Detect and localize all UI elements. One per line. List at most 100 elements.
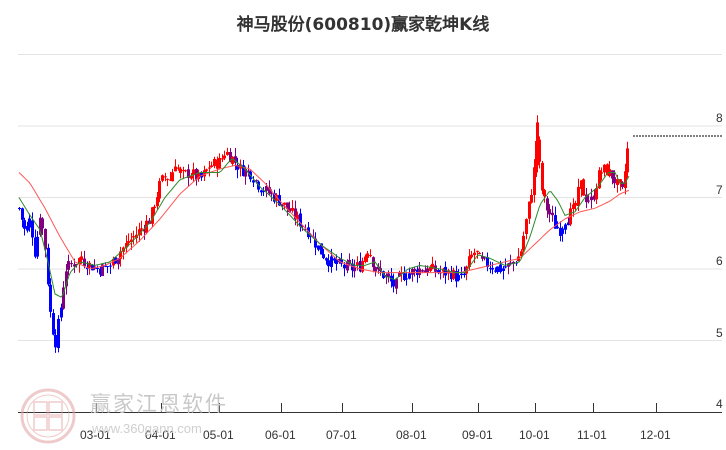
candle-body [491,267,494,270]
candle-body [335,259,338,265]
candle-body [143,228,146,232]
candle-body [522,235,525,251]
candle-body [494,270,497,272]
candle-body [421,270,424,272]
candle-body [525,219,528,235]
candle-body [468,256,471,267]
candle-body [567,222,570,226]
candle-body [65,271,68,287]
y-tick-label: 6 [716,254,723,268]
candle-body [41,218,44,229]
candle-body [161,175,164,181]
candle-body [551,212,554,216]
candle-body [60,307,63,318]
candle-body [317,245,320,250]
candle-body [595,188,598,200]
candle-body [606,164,609,175]
y-tick-label: 5 [716,325,723,340]
watermark-text: 赢家江恩软件 [90,392,228,416]
candle-body [473,252,476,256]
candle-body [585,194,588,203]
candle-body [140,228,143,230]
candle-body [559,227,562,236]
candle-body [210,165,213,168]
x-tick-label: 06-01 [265,428,296,442]
candle-body [153,206,156,209]
candle-body [361,260,364,272]
candle-body [286,202,289,210]
candle-body [177,167,180,169]
candle-body [556,226,559,229]
candle-body [437,270,440,273]
candle-body [413,268,416,272]
candle-body [502,268,505,271]
candle-body [132,236,135,238]
candle-body [348,259,351,265]
candle-body [369,255,372,257]
candle-body [333,258,336,261]
x-tick-label: 08-01 [396,428,427,442]
candle-body [619,179,622,184]
candle-body [364,256,367,262]
candle-body [538,139,541,162]
candle-body [327,260,330,267]
candle-body [75,263,78,265]
candle-body [424,270,427,273]
candle-body [593,195,596,200]
candle-body [101,264,104,277]
candle-body [44,228,47,250]
candle-body [359,260,362,272]
candle-body [353,266,356,272]
candle-body [166,178,169,180]
candle-body [130,239,133,242]
candle-body [195,168,198,180]
candle-body [564,224,567,230]
candle-body [281,204,284,207]
candle-body [221,158,224,160]
x-tick-label: 10-01 [519,428,550,442]
candle-body [489,268,492,270]
candle-body [260,190,263,193]
candle-body [356,262,359,266]
candle-body [36,236,39,257]
candle-body [301,225,304,228]
candle-body [57,318,60,349]
candle-body [536,122,539,166]
candle-body [429,266,432,271]
candle-body [343,264,346,269]
candle-body [265,186,268,191]
candle-body [184,170,187,172]
candle-body [374,267,377,272]
candle-body [587,200,590,202]
candle-body [169,179,172,181]
y-tick-label: 7 [716,182,723,197]
candle-body [320,243,323,255]
candle-body [216,159,219,169]
candle-body [28,218,31,228]
y-tick-label: 8 [716,111,723,125]
candle-body [580,180,583,189]
candle-body [611,170,614,179]
candle-body [242,165,245,177]
candle-body [294,208,297,220]
candle-body [268,187,271,194]
candle-body [158,181,161,199]
candle-body [187,169,190,178]
candle-body [603,164,606,173]
candle-body [398,273,401,277]
candle-body [70,263,73,265]
candle-body [275,194,278,201]
candle-body [403,273,406,280]
candle-body [226,151,229,155]
candle-body [346,261,349,271]
candle-body [151,207,154,224]
candle-body [444,266,447,276]
candle-body [463,273,466,276]
candle-body [405,278,408,280]
candle-body [431,263,434,269]
candle-body [447,270,450,274]
candle-body [387,273,390,277]
candle-body [80,256,83,260]
candle-body [590,196,593,201]
